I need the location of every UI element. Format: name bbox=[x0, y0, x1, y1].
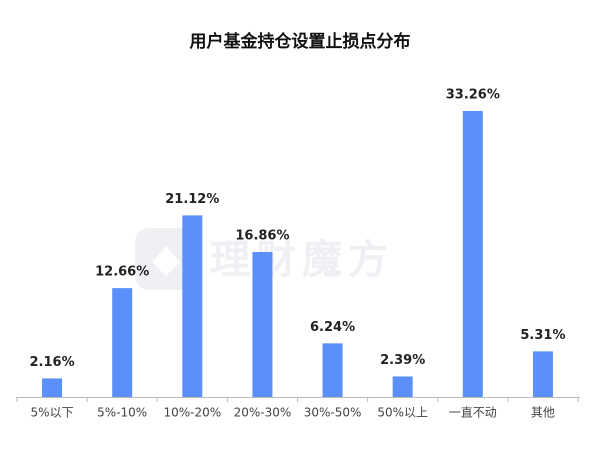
bar bbox=[462, 111, 483, 397]
value-label: 33.26% bbox=[446, 88, 500, 103]
bar bbox=[322, 343, 343, 397]
chart-title: 用户基金持仓设置止损点分布 bbox=[190, 31, 411, 52]
bar bbox=[112, 288, 133, 397]
value-label: 5.31% bbox=[520, 328, 565, 343]
value-label: 21.12% bbox=[165, 192, 219, 207]
watermark-icon bbox=[135, 228, 197, 290]
x-tick-label: 20%-30% bbox=[234, 406, 292, 420]
x-tick-label: 其他 bbox=[531, 406, 555, 420]
bar bbox=[42, 378, 63, 397]
bar bbox=[532, 351, 553, 397]
value-label: 12.66% bbox=[95, 265, 149, 280]
x-tick-label: 50%以上 bbox=[377, 406, 428, 420]
x-tick-label: 一直不动 bbox=[449, 406, 497, 420]
value-label: 6.24% bbox=[310, 320, 355, 335]
bar bbox=[182, 215, 203, 397]
value-label: 2.39% bbox=[380, 353, 425, 368]
bar bbox=[252, 252, 273, 397]
watermark: 理财魔方 bbox=[210, 237, 394, 283]
bar bbox=[392, 376, 413, 397]
x-tick-label: 5%-10% bbox=[97, 406, 147, 420]
x-tick-label: 30%-50% bbox=[304, 406, 362, 420]
x-tick-label: 10%-20% bbox=[163, 406, 221, 420]
value-label: 2.16% bbox=[30, 355, 75, 370]
value-label: 16.86% bbox=[235, 229, 289, 244]
x-tick-label: 5%以下 bbox=[31, 406, 74, 420]
